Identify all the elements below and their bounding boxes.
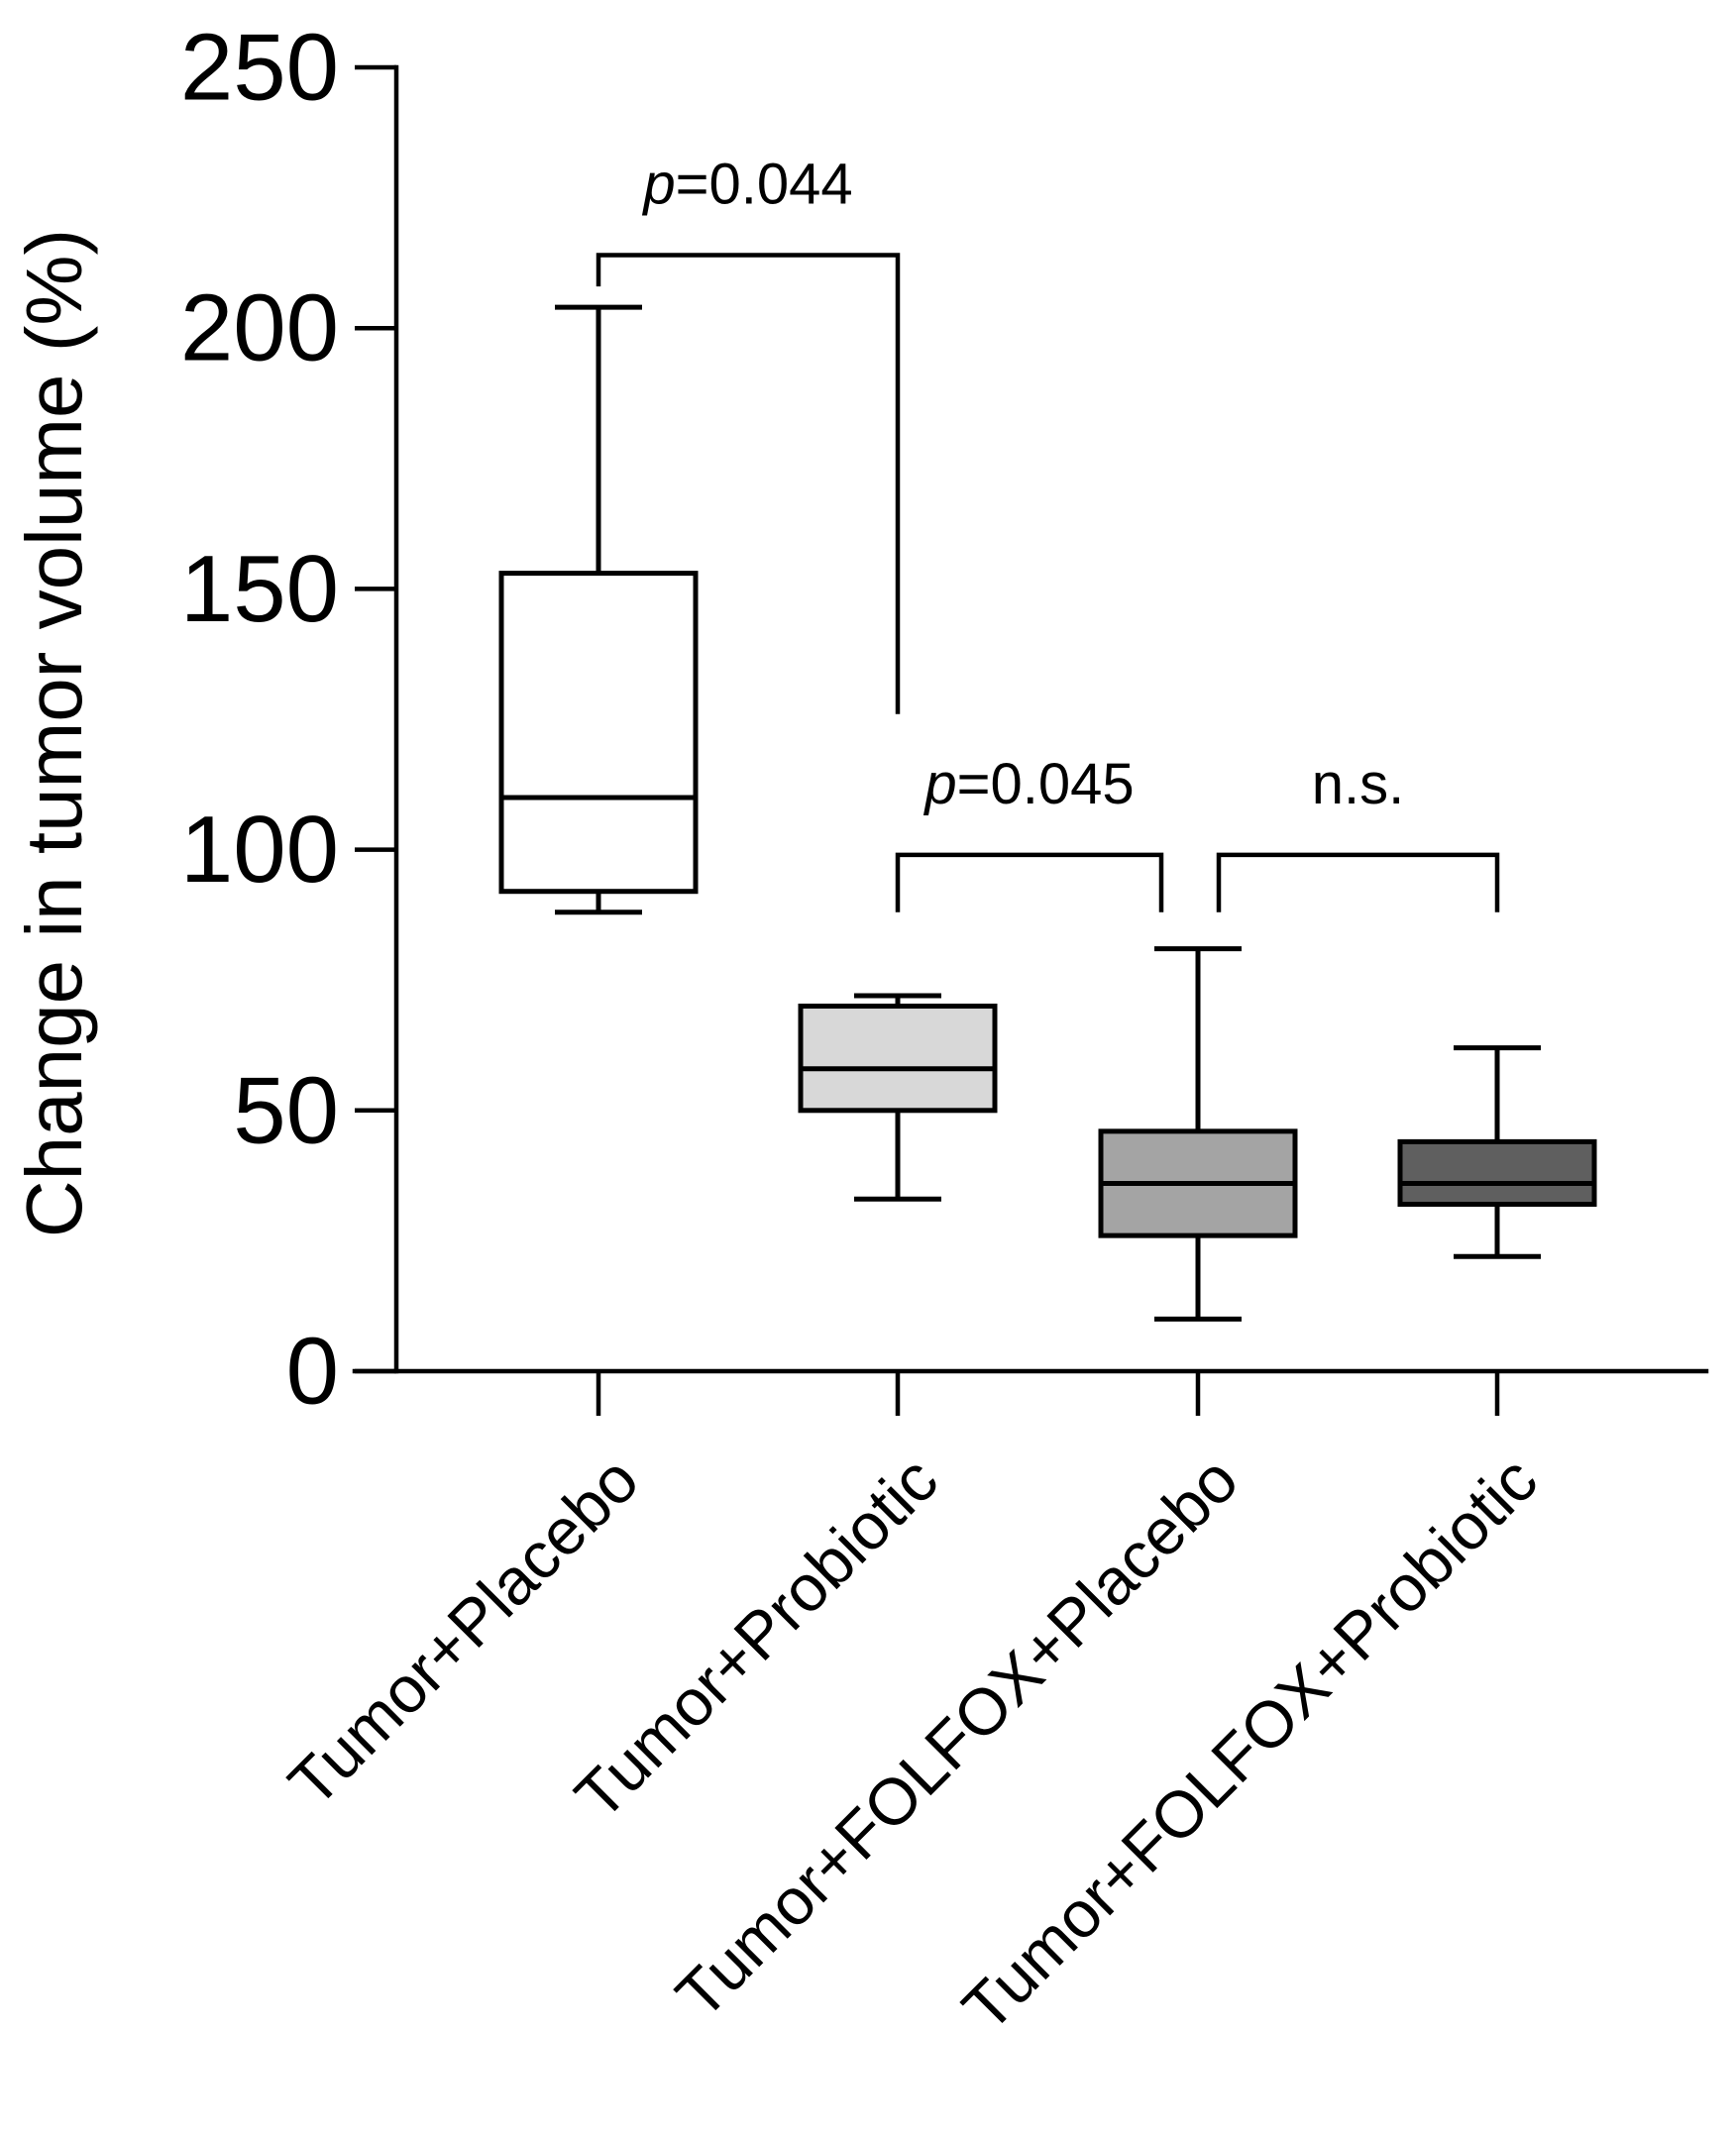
significance-bracket: p=0.044: [596, 153, 901, 714]
p-value-label: n.s.: [1312, 752, 1405, 816]
y-axis: 0 50 100 150 200 250: [180, 15, 399, 1425]
bracket-line: [596, 253, 901, 714]
box-group: [1098, 946, 1298, 1322]
y-tick-label: 250: [180, 15, 339, 121]
y-tick-label: 150: [180, 536, 339, 642]
category-label: Tumor+FOLFOX+Probiotic: [948, 1443, 1551, 2045]
category-label: Tumor+FOLFOX+Placebo: [662, 1443, 1251, 2032]
p-value-label: p=0.044: [641, 153, 852, 217]
box-group: [498, 304, 699, 915]
x-axis: [352, 1368, 1709, 1416]
significance-bracket: n.s.: [1216, 752, 1500, 912]
bracket-line: [895, 852, 1164, 912]
p-value-text: =0.045: [957, 752, 1135, 816]
p-value-text: =0.044: [676, 153, 853, 217]
p-symbol: p: [922, 752, 956, 816]
box-iqr: [798, 1004, 998, 1114]
y-tick-label: 50: [233, 1057, 339, 1163]
y-tick-label: 0: [286, 1319, 339, 1425]
box-iqr: [498, 571, 699, 895]
y-tick-label: 100: [180, 797, 339, 903]
box-iqr: [1397, 1138, 1597, 1208]
box-series: [498, 304, 1597, 1322]
box-group: [798, 993, 998, 1202]
p-value-text: n.s.: [1312, 752, 1405, 816]
category-labels: Tumor+PlaceboTumor+ProbioticTumor+FOLFOX…: [274, 1443, 1551, 2045]
p-symbol: p: [641, 153, 675, 217]
y-axis-label: Change in tumor volume (%): [10, 229, 98, 1237]
bracket-line: [1216, 852, 1500, 912]
box-group: [1397, 1045, 1597, 1259]
significance-bracket: p=0.045: [895, 752, 1164, 912]
y-tick-label: 200: [180, 275, 339, 381]
p-value-label: p=0.045: [922, 752, 1134, 816]
